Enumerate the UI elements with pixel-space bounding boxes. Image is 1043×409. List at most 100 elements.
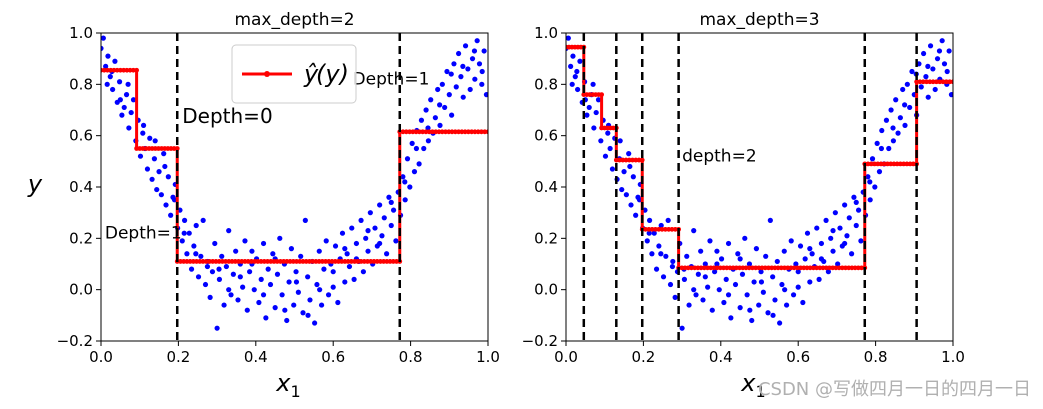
data-point <box>702 274 708 280</box>
data-point <box>193 251 199 257</box>
data-point <box>830 228 836 234</box>
data-point <box>226 228 232 234</box>
data-point <box>893 97 899 103</box>
data-point <box>437 122 443 128</box>
data-point <box>602 153 609 159</box>
data-point <box>163 202 169 208</box>
data-point <box>448 71 454 77</box>
data-point <box>402 179 408 185</box>
data-point <box>435 86 441 93</box>
data-point <box>455 50 462 57</box>
data-point <box>770 274 776 280</box>
data-point <box>318 302 325 308</box>
data-point <box>669 263 676 270</box>
data-point <box>372 225 378 231</box>
data-point <box>936 48 943 54</box>
data-point <box>193 222 199 229</box>
data-point <box>407 184 413 190</box>
prediction-marker <box>947 79 953 85</box>
data-point <box>249 248 255 254</box>
data-point <box>181 217 188 223</box>
data-point <box>365 228 371 234</box>
y-tick-label: −0.2 <box>57 332 93 350</box>
x-tick-label: 0.4 <box>709 348 733 366</box>
data-point <box>672 294 678 300</box>
data-point <box>258 276 264 282</box>
data-point <box>619 186 625 193</box>
data-point <box>256 299 262 306</box>
data-point <box>621 169 627 175</box>
data-point <box>756 302 762 308</box>
x-tick-label: 0.8 <box>864 348 888 366</box>
data-point <box>453 84 459 90</box>
prediction-marker <box>134 67 140 73</box>
data-point <box>742 235 748 241</box>
data-point <box>423 107 429 113</box>
data-point <box>802 256 808 262</box>
data-point <box>895 130 901 136</box>
data-point <box>179 238 185 244</box>
annotation-text: Depth=0 <box>182 104 272 128</box>
data-point <box>305 274 311 280</box>
data-point <box>467 86 473 93</box>
y-tick-label: 1.0 <box>534 24 558 42</box>
data-point <box>788 238 794 244</box>
y-tick-label: 1.0 <box>69 24 93 42</box>
data-point <box>226 287 232 293</box>
data-point <box>228 292 234 298</box>
prediction-marker <box>653 226 658 232</box>
data-point <box>216 266 222 272</box>
data-point <box>691 287 697 293</box>
data-point <box>144 166 151 172</box>
prediction-marker <box>649 226 655 232</box>
data-point <box>658 251 664 257</box>
data-point <box>725 292 732 298</box>
chart-panel-2: max_depth=30.0 0.2 0.4 0.6 0.8 1.0−0.20.00.20… <box>522 10 965 401</box>
data-point <box>739 271 746 277</box>
y-tick-label: 0.2 <box>534 229 558 247</box>
data-point <box>575 86 581 93</box>
prediction-marker <box>485 129 488 135</box>
data-point <box>365 248 371 254</box>
data-point <box>644 238 650 244</box>
data-point <box>103 63 109 69</box>
data-point <box>586 104 592 111</box>
data-point <box>663 253 669 259</box>
data-point <box>388 199 394 205</box>
data-point <box>272 305 278 311</box>
legend-marker <box>264 71 270 77</box>
data-point <box>795 269 801 275</box>
data-point <box>312 320 318 326</box>
data-point <box>400 174 406 180</box>
data-point <box>660 274 667 280</box>
data-point <box>221 302 227 308</box>
data-point <box>758 269 764 275</box>
data-point <box>878 145 885 152</box>
annotation-text: Depth=1 <box>353 69 430 89</box>
data-point <box>149 176 155 182</box>
data-point <box>818 256 825 262</box>
prediction-marker <box>643 226 648 232</box>
data-point <box>260 240 267 247</box>
plot-area <box>566 35 953 331</box>
data-point <box>883 117 890 123</box>
data-point <box>869 156 876 162</box>
data-point <box>865 174 871 180</box>
data-point <box>363 235 369 241</box>
prediction-marker <box>656 226 662 232</box>
data-point <box>330 269 336 275</box>
x-tick-label: 1.0 <box>476 348 500 366</box>
data-point <box>626 151 632 157</box>
data-point <box>413 145 420 152</box>
legend-box <box>231 44 357 104</box>
data-point <box>818 240 825 247</box>
data-point <box>462 43 469 49</box>
data-point <box>267 281 274 288</box>
data-point <box>307 297 313 303</box>
x-tick-label: 0.6 <box>321 348 345 366</box>
prediction-marker <box>599 92 605 97</box>
data-point <box>804 230 811 236</box>
data-point <box>879 127 885 134</box>
data-point <box>302 217 308 223</box>
data-point <box>783 302 790 308</box>
